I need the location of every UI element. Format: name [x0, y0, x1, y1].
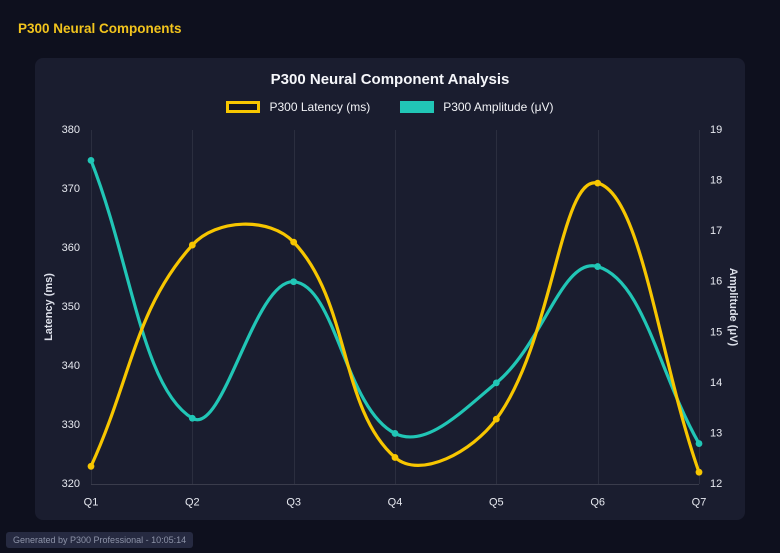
legend-item-latency[interactable]: P300 Latency (ms) — [226, 100, 370, 114]
chart-legend: P300 Latency (ms) P300 Amplitude (μV) — [35, 98, 745, 116]
chart-panel: P300 Neural Component Analysis P300 Late… — [35, 58, 745, 520]
chart-title: P300 Neural Component Analysis — [270, 71, 510, 88]
legend-label-amplitude: P300 Amplitude (μV) — [443, 100, 554, 114]
chart-canvas[interactable] — [35, 118, 745, 518]
page-title: P300 Neural Components — [18, 21, 182, 36]
amplitude-swatch-icon — [400, 101, 435, 113]
latency-swatch-icon — [226, 101, 261, 113]
legend-item-amplitude[interactable]: P300 Amplitude (μV) — [400, 100, 554, 114]
footer-badge: Generated by P300 Professional - 10:05:1… — [6, 532, 194, 548]
legend-label-latency: P300 Latency (ms) — [269, 100, 371, 114]
